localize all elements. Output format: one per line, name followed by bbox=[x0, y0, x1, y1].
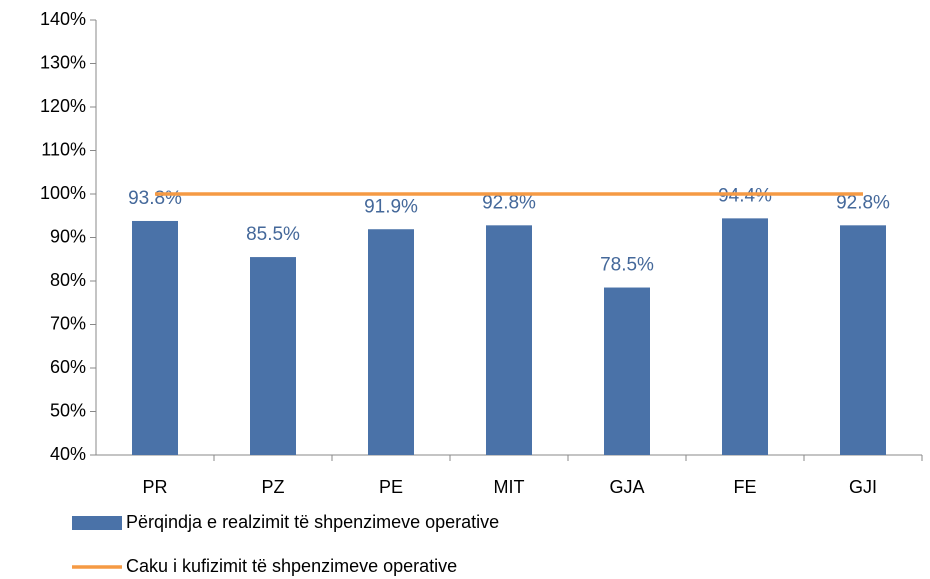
y-tick-label: 100% bbox=[40, 183, 86, 203]
value-label: 85.5% bbox=[246, 224, 300, 245]
x-tick-label: PR bbox=[142, 477, 167, 497]
value-label: 92.8% bbox=[482, 192, 536, 213]
x-tick-label: GJI bbox=[849, 477, 877, 497]
bar bbox=[486, 225, 532, 455]
y-tick-label: 110% bbox=[41, 139, 86, 159]
bar bbox=[604, 287, 650, 455]
value-label: 78.5% bbox=[600, 255, 654, 276]
bar bbox=[250, 257, 296, 455]
value-label: 93.8% bbox=[128, 188, 182, 209]
value-label: 92.8% bbox=[836, 192, 890, 213]
x-tick-label: MIT bbox=[494, 477, 525, 497]
y-tick-label: 140% bbox=[40, 9, 86, 29]
legend-label: Përqindja e realzimit të shpenzimeve ope… bbox=[126, 512, 499, 532]
value-label: 94.4% bbox=[718, 185, 772, 206]
legend-label: Caku i kufizimit të shpenzimeve operativ… bbox=[126, 556, 457, 576]
y-tick-label: 40% bbox=[50, 444, 86, 464]
bar bbox=[132, 220, 178, 455]
bar bbox=[368, 229, 414, 455]
y-tick-label: 130% bbox=[40, 52, 86, 72]
x-tick-label: PZ bbox=[261, 477, 284, 497]
bar bbox=[840, 225, 886, 455]
value-label: 91.9% bbox=[364, 196, 418, 217]
y-tick-label: 90% bbox=[50, 226, 86, 246]
y-tick-label: 70% bbox=[50, 313, 86, 333]
legend-swatch bbox=[72, 516, 122, 530]
y-tick-label: 120% bbox=[40, 96, 86, 116]
y-tick-label: 60% bbox=[50, 357, 86, 377]
bar bbox=[722, 218, 768, 455]
x-tick-label: PE bbox=[379, 477, 403, 497]
y-tick-label: 80% bbox=[50, 270, 86, 290]
x-tick-label: GJA bbox=[609, 477, 644, 497]
y-tick-label: 50% bbox=[50, 400, 86, 420]
x-tick-label: FE bbox=[733, 477, 756, 497]
